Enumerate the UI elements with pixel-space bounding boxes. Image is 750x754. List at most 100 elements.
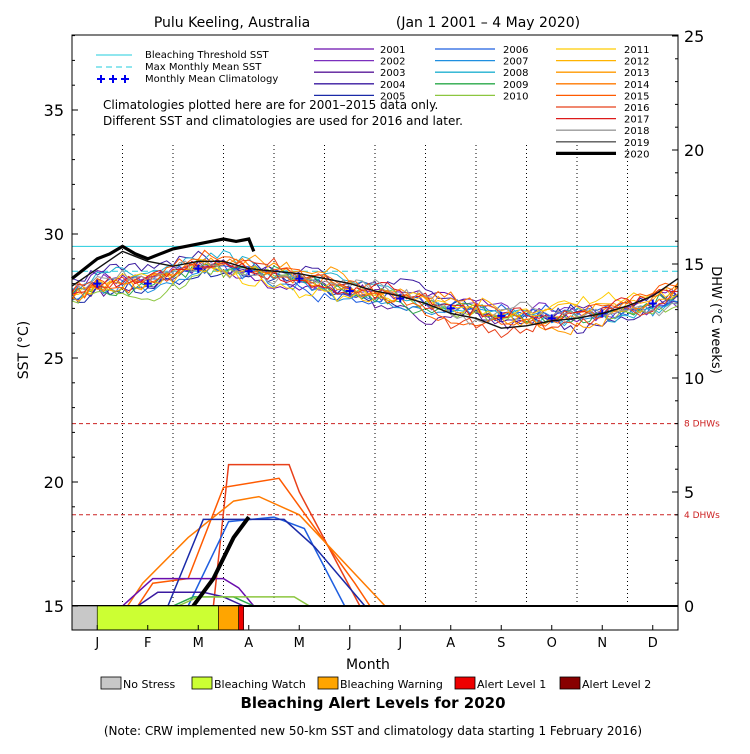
legend-ref-label: Max Monthly Mean SST [145, 62, 262, 73]
month-tick-label: J [347, 636, 352, 651]
month-tick-label: O [547, 636, 557, 651]
legend-year-label: 2011 [624, 45, 649, 56]
legend-year-label: 2015 [624, 91, 649, 102]
climatology-mark [194, 264, 203, 273]
month-tick-label: F [144, 636, 151, 651]
y-axis-label-left: SST (°C) [16, 321, 32, 379]
chart-title: Pulu Keeling, Australia [154, 15, 310, 31]
sst-line-2003 [71, 259, 679, 330]
dhw-reference-label: 4 DHWs [684, 511, 720, 521]
alert-legend-swatch [454, 676, 476, 690]
climatology-mark [93, 279, 102, 288]
legend-year-label: 2018 [624, 126, 649, 137]
legend-year-label: 2019 [624, 138, 649, 149]
legend-year-label: 2020 [624, 149, 649, 160]
dhw-line-2015 [137, 477, 371, 607]
dhw-tick-label: 5 [684, 483, 694, 502]
legend-year-label: 2014 [624, 80, 649, 91]
alert-segment [218, 605, 239, 631]
alert-legend-label: No Stress [123, 678, 176, 691]
month-tick-label: M [193, 636, 204, 651]
climatology-note-2: Different SST and climatologies are used… [103, 114, 463, 128]
alert-legend-swatch [191, 676, 213, 690]
climatology-mark [446, 304, 455, 313]
dhw-line-2013 [177, 596, 310, 607]
sst-tick-label: 20 [44, 473, 64, 492]
legend-year-label: 2001 [380, 45, 405, 56]
alert-segment [71, 605, 98, 631]
alert-level-legend: No Stress Bleaching Watch Bleaching Warnin… [100, 676, 651, 691]
dhw-tick-label: 20 [684, 141, 704, 160]
legend-year-label: 2005 [380, 91, 405, 102]
legend-year-label: 2012 [624, 57, 649, 68]
climatology-mark [648, 299, 657, 308]
dhw-line-2004 [121, 577, 255, 607]
alert-legend-swatch [100, 676, 122, 690]
sst-tick-label: 15 [44, 597, 64, 616]
sst-line-2008 [71, 249, 679, 327]
climatology-mark [345, 287, 354, 296]
x-axis-label: Month [346, 657, 390, 673]
alert-title: Bleaching Alert Levels for 2020 [240, 694, 505, 712]
legend-year-label: 2008 [503, 68, 528, 79]
legend-ref-label: Monthly Mean Climatology [145, 74, 278, 85]
sst-line-2016 [71, 257, 679, 339]
legend-year-label: 2010 [503, 91, 528, 102]
legend-year-label: 2004 [380, 80, 405, 91]
y-axis-label-right: DHW (°C weeks) [708, 266, 723, 374]
legend-year-label: 2002 [380, 57, 405, 68]
month-tick-label: A [446, 636, 455, 651]
alert-segment [96, 605, 219, 631]
dhw-tick-label: 0 [684, 597, 694, 616]
dhw-line-2020 [191, 515, 251, 608]
reference-lines: 8 DHWs 4 DHWs [72, 245, 720, 521]
climatology-mark [143, 279, 152, 288]
sst-2019-line [71, 250, 679, 329]
legend-year-label: 2017 [624, 115, 649, 126]
sst-line-2019 [71, 250, 679, 329]
legend-cross [121, 75, 129, 83]
dhw-line-2005 [167, 518, 366, 607]
month-tick-label: A [244, 636, 253, 651]
dhw-tick-label: 10 [684, 369, 704, 388]
alert-legend-label: Bleaching Watch [214, 678, 306, 691]
footnote: (Note: CRW implemented new 50-km SST and… [104, 724, 642, 738]
axes: 15 20 25 30 35 0 5 10 15 20 25 J F M A M J J A S O N D [44, 27, 705, 651]
month-gridlines [122, 145, 628, 606]
sst-line-2018 [71, 260, 679, 326]
dhw-line-2014 [126, 495, 386, 607]
alert-legend-label: Alert Level 1 [477, 678, 546, 691]
sst-tick-label: 30 [44, 225, 64, 244]
sst-tick-label: 35 [44, 101, 64, 120]
sst-line-2011 [71, 258, 679, 319]
dhw-lines [121, 463, 386, 608]
legend-year-label: 2003 [380, 68, 405, 79]
alert-legend-label: Alert Level 2 [582, 678, 651, 691]
dhw-reference-label: 8 DHWs [684, 420, 720, 430]
alert-segment [238, 605, 244, 631]
chart-period: (Jan 1 2001 – 4 May 2020) [396, 15, 580, 31]
legend-year-label: 2009 [503, 80, 528, 91]
climatology-mark [497, 311, 506, 320]
alert-legend-label: Bleaching Warning [340, 678, 443, 691]
dhw-tick-label: 15 [684, 255, 704, 274]
climatology-mark [295, 274, 304, 283]
legend-year-label: 2007 [503, 57, 528, 68]
legend-cross [97, 75, 105, 83]
legend-cross [109, 75, 117, 83]
legend-year-label: 2016 [624, 103, 649, 114]
legend-ref-label: Bleaching Threshold SST [145, 50, 270, 61]
legend-year-label: 2013 [624, 68, 649, 79]
sst-tick-label: 25 [44, 349, 64, 368]
month-tick-label: M [294, 636, 305, 651]
dhw-tick-label: 25 [684, 27, 704, 46]
month-tick-label: J [94, 636, 99, 651]
month-tick-label: S [497, 636, 505, 651]
month-tick-label: J [397, 636, 402, 651]
sst-2020-line [71, 237, 256, 280]
sst-line-2017 [71, 260, 679, 322]
alert-legend-swatch [317, 676, 339, 690]
sst-line-2020 [71, 237, 256, 280]
dhw-line-2010 [187, 516, 346, 607]
